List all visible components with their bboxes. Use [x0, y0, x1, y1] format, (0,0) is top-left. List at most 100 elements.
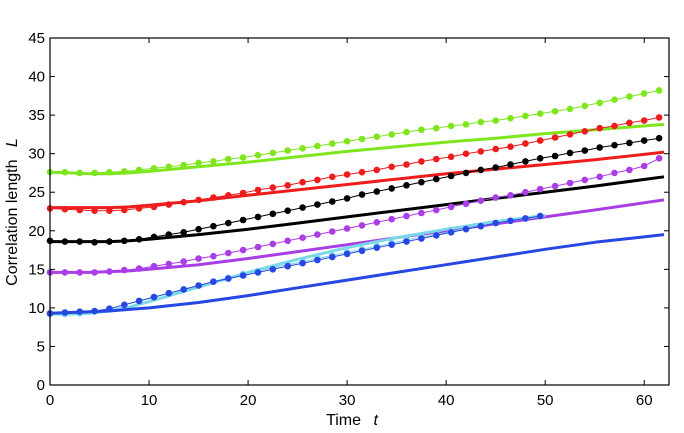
series-0-point [61, 168, 69, 176]
series-1-point [477, 148, 485, 155]
series-2-point [640, 137, 648, 144]
series-5-point [447, 229, 455, 236]
series-0-fit-curve [49, 122, 665, 176]
series-3-point [314, 231, 321, 238]
y-tick-label: 5 [37, 338, 45, 355]
series-2-point [91, 239, 98, 246]
series-3-point [551, 182, 559, 190]
series-0-point [462, 121, 470, 128]
series-3-point [596, 173, 603, 181]
series-2-point [626, 139, 633, 147]
series-2-point [596, 144, 603, 151]
series-2-point [150, 233, 158, 241]
plot-frame [49, 37, 670, 386]
series-2-point [106, 238, 113, 245]
series-0-point [329, 140, 336, 147]
series-1-point [536, 137, 544, 144]
series-3 [46, 155, 665, 276]
series-2-point [61, 238, 69, 245]
series-1-point [358, 168, 366, 176]
chart-axes: 0 10 20 30 40 50 60 0 5 10 15 20 25 30 35 40 45 [28, 30, 670, 409]
series-2-point [433, 175, 440, 183]
series-5-point [254, 269, 262, 276]
series-1-point [135, 205, 143, 212]
series-1 [46, 114, 665, 214]
y-tick-label: 30 [28, 146, 45, 163]
series-3-point [91, 269, 98, 276]
y-tick-label: 15 [28, 261, 45, 278]
series-1-point [106, 207, 113, 214]
series-3-point [640, 162, 648, 170]
series-0-point [269, 149, 277, 157]
series-2-point [492, 164, 500, 171]
series-1-point [566, 131, 574, 138]
series-3-point [76, 269, 83, 276]
series-3-point [254, 243, 262, 251]
series-5-point [403, 238, 410, 245]
series-1-point [91, 207, 98, 214]
series-1-point [447, 153, 455, 161]
series-3-point [180, 258, 187, 265]
series-3-fit-curve [50, 198, 665, 274]
series-0-point [135, 166, 143, 174]
series-2-point [536, 155, 544, 162]
series-2-point [269, 210, 277, 218]
series-5-point [299, 259, 306, 267]
series-0-point [76, 169, 83, 177]
series-3-point [433, 206, 440, 214]
series-1-point [551, 134, 559, 141]
series-5-point [195, 282, 202, 289]
y-tick-label: 40 [28, 69, 45, 86]
series-1-point [611, 122, 618, 130]
x-tick-label: 10 [141, 392, 158, 409]
series-1-point [433, 155, 440, 163]
series-2-point [284, 207, 292, 214]
y-tick-label: 0 [37, 377, 45, 394]
y-tick-label: 20 [28, 223, 45, 240]
series-0-point [640, 90, 648, 97]
series-2-point [358, 191, 366, 198]
series-5-point [462, 225, 470, 233]
series-3-point [507, 192, 514, 199]
series-2-point [418, 178, 425, 186]
series-0-point [581, 102, 589, 110]
series-0-point [284, 147, 292, 154]
series-2-point [195, 225, 202, 233]
series-1-point [299, 178, 306, 186]
series-3-point [626, 166, 633, 174]
series-1-point [626, 119, 633, 127]
series-0-point [254, 151, 262, 159]
series-2-point [343, 195, 351, 202]
series-3-point [388, 215, 396, 223]
series-2-point [655, 134, 663, 142]
series-5-point [165, 289, 173, 297]
series-2-point [76, 238, 83, 245]
x-axis-symbol: t [373, 412, 378, 429]
series-5-point [180, 286, 187, 293]
series-2-point [403, 182, 410, 189]
series-1-point [329, 173, 336, 181]
series-3-point [492, 194, 500, 201]
series-5-point [507, 217, 514, 225]
series-2-point [462, 169, 470, 177]
series-5 [46, 212, 665, 317]
series-5-point [433, 232, 440, 239]
series-3-point [418, 209, 425, 217]
x-tick-label: 20 [240, 392, 257, 409]
series-1-point [239, 189, 247, 197]
x-tick-label: 30 [339, 392, 356, 409]
series-0-point [522, 112, 529, 120]
series-2-point [373, 188, 381, 195]
series-5-point [150, 293, 158, 301]
x-tick-label: 0 [46, 392, 54, 409]
y-axis-title: Correlation length L [4, 138, 21, 286]
series-0-point [106, 168, 113, 176]
series-1-point [343, 171, 351, 178]
series-3-point [358, 222, 366, 229]
chart-marks [46, 87, 665, 318]
y-tick-label: 10 [28, 300, 45, 317]
series-1-point [165, 201, 173, 208]
series-0-point [358, 135, 366, 143]
series-0-point [477, 118, 485, 126]
